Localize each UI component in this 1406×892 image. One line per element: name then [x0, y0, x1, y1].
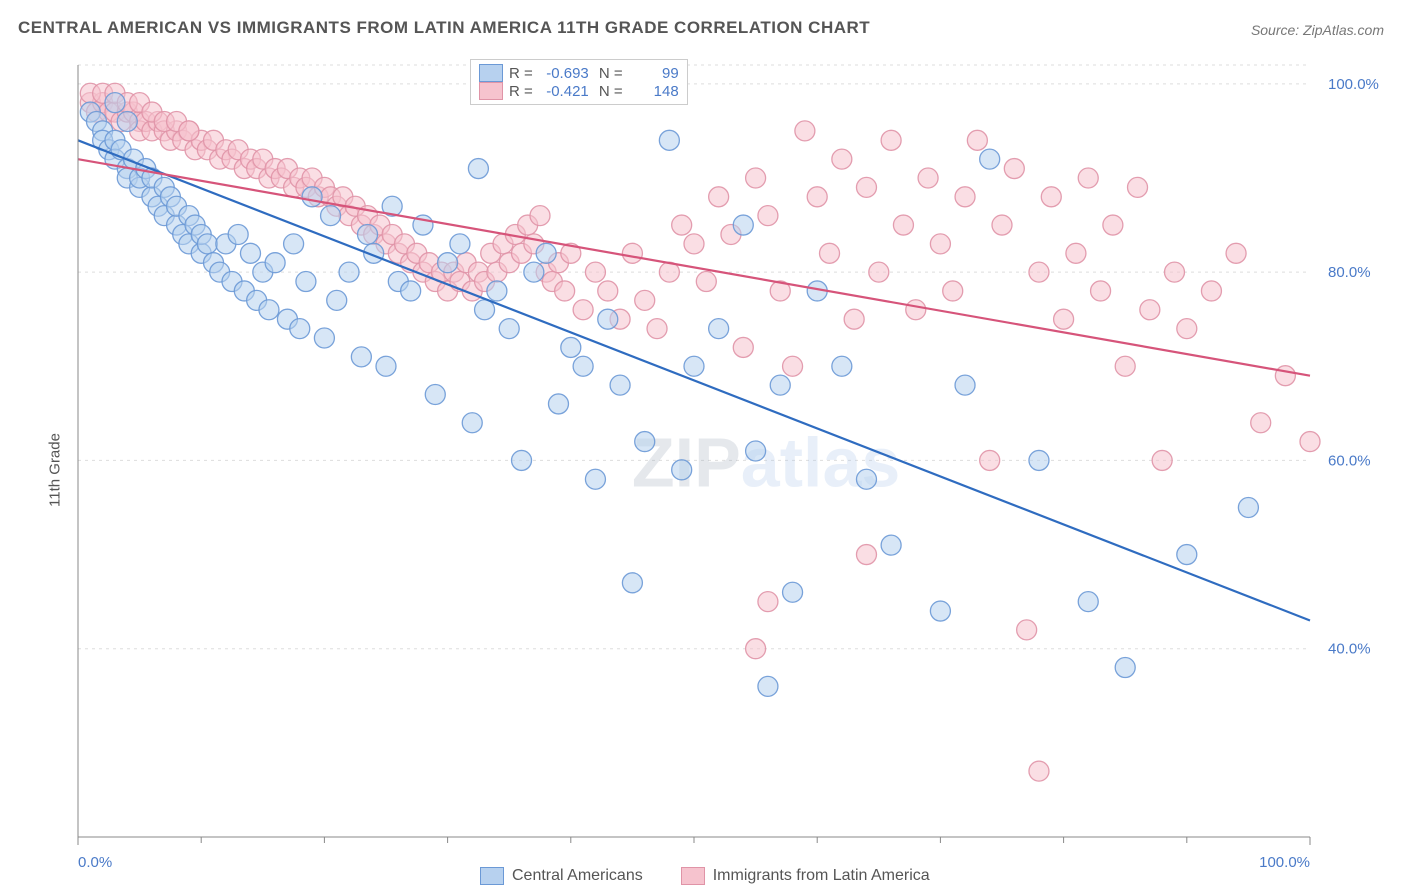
bottom-legend-swatch-1 — [480, 867, 504, 885]
plot-area: 11th Grade ZIPatlas 40.0%60.0%80.0%100.0… — [20, 55, 1390, 885]
bottom-legend-item-2: Immigrants from Latin America — [681, 867, 930, 885]
scatter-chart: ZIPatlas 40.0% 60.0% 80.0% 100.0% 0.0% 100.0% — [60, 55, 1390, 885]
chart-title: CENTRAL AMERICAN VS IMMIGRANTS FROM LATI… — [18, 18, 870, 38]
legend-n-label-1: N = — [595, 65, 623, 82]
bottom-legend-label-1: Central Americans — [512, 867, 643, 885]
chart-container: CENTRAL AMERICAN VS IMMIGRANTS FROM LATI… — [0, 0, 1406, 892]
bottom-legend-label-2: Immigrants from Latin America — [713, 867, 930, 885]
legend-swatch-2 — [479, 82, 503, 100]
svg-text:100.0%: 100.0% — [1259, 854, 1310, 871]
source-attribution: Source: ZipAtlas.com — [1251, 22, 1384, 38]
legend-r-label-2: R = — [509, 83, 533, 100]
legend-r-value-2: -0.421 — [539, 83, 589, 100]
bottom-legend: Central Americans Immigrants from Latin … — [480, 867, 930, 885]
svg-text:60.0%: 60.0% — [1328, 452, 1371, 469]
legend-n-value-1: 99 — [629, 65, 679, 82]
bottom-legend-item-1: Central Americans — [480, 867, 643, 885]
svg-text:0.0%: 0.0% — [78, 854, 112, 871]
legend-stats-row-2: R = -0.421 N = 148 — [479, 82, 679, 100]
legend-n-value-2: 148 — [629, 83, 679, 100]
legend-r-label-1: R = — [509, 65, 533, 82]
svg-text:100.0%: 100.0% — [1328, 76, 1379, 93]
svg-text:40.0%: 40.0% — [1328, 641, 1371, 658]
legend-r-value-1: -0.693 — [539, 65, 589, 82]
legend-swatch-1 — [479, 64, 503, 82]
bottom-legend-swatch-2 — [681, 867, 705, 885]
legend-n-label-2: N = — [595, 83, 623, 100]
legend-stats-row-1: R = -0.693 N = 99 — [479, 64, 679, 82]
svg-text:ZIPatlas: ZIPatlas — [632, 424, 900, 502]
legend-stats-box: R = -0.693 N = 99 R = -0.421 N = 148 — [470, 59, 688, 105]
svg-text:80.0%: 80.0% — [1328, 264, 1371, 281]
